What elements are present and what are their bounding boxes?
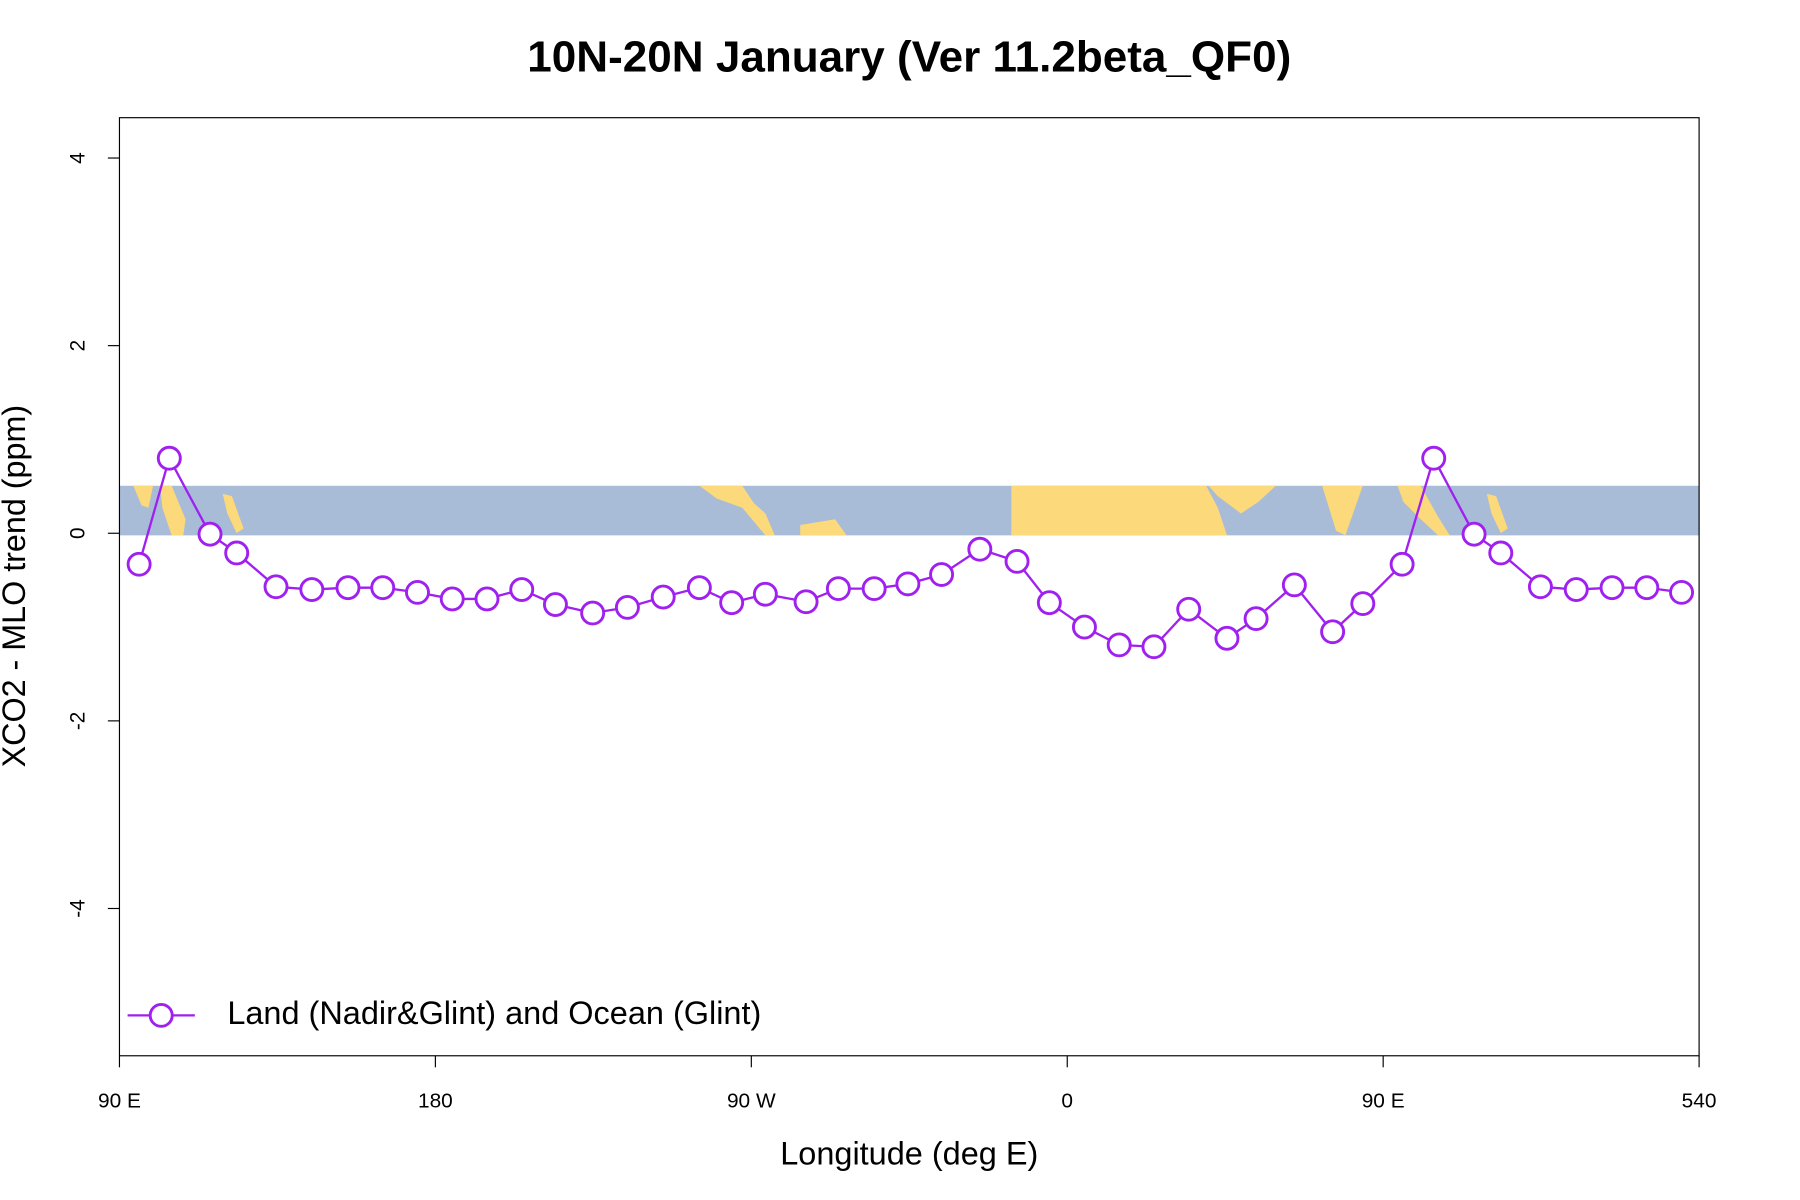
data-point — [299, 577, 325, 602]
data-point — [1004, 548, 1030, 574]
data-point — [197, 521, 223, 547]
data-point — [1389, 551, 1415, 577]
data-point — [1243, 606, 1269, 632]
data-point — [861, 576, 887, 602]
data-point — [967, 536, 993, 562]
x-tick-label: 180 — [418, 1089, 453, 1112]
data-point — [1599, 575, 1625, 601]
data-point — [1634, 575, 1660, 601]
data-point — [405, 579, 430, 605]
data-point — [439, 586, 465, 612]
data-point — [1669, 579, 1695, 605]
y-tick-label: -4 — [66, 899, 89, 917]
y-axis-label: XCO2 - MLO trend (ppm) — [0, 405, 32, 767]
data-point — [686, 575, 712, 601]
data-point — [793, 589, 819, 615]
data-point — [752, 581, 778, 607]
data-point — [156, 445, 182, 471]
legend-marker — [148, 1002, 174, 1028]
data-point — [1488, 540, 1514, 566]
y-tick-label: 0 — [66, 527, 89, 539]
data-point — [1563, 577, 1589, 602]
data-point — [719, 590, 745, 616]
data-point — [263, 574, 289, 600]
legend-label: Land (Nadir&Glint) and Ocean (Glint) — [227, 995, 761, 1031]
data-point — [1214, 625, 1240, 651]
data-point — [1320, 619, 1346, 645]
data-point — [1421, 445, 1447, 471]
chart-title: 10N-20N January (Ver 11.2beta_QF0) — [527, 33, 1291, 82]
data-point — [370, 575, 396, 601]
data-point — [1461, 521, 1487, 547]
data-point — [614, 594, 640, 620]
plot-frame — [118, 117, 1700, 1057]
data-point — [1281, 572, 1307, 598]
data-point — [126, 551, 152, 577]
data-point — [474, 586, 500, 612]
data-point — [542, 592, 568, 617]
x-tick-label: 90 E — [1362, 1089, 1405, 1112]
y-tick-label: -2 — [66, 712, 89, 730]
data-point — [1036, 590, 1062, 616]
data-point — [335, 575, 361, 601]
map-strip — [119, 485, 1700, 536]
x-axis-label: Longitude (deg E) — [780, 1136, 1038, 1172]
x-tick-label: 540 — [1682, 1089, 1717, 1112]
data-point — [580, 600, 606, 626]
data-point — [1350, 591, 1376, 617]
data-point — [929, 562, 955, 587]
x-tick-label: 90 W — [727, 1089, 776, 1112]
y-tick-label: 2 — [66, 340, 89, 352]
data-point — [895, 571, 921, 597]
data-point — [1176, 596, 1202, 622]
data-point — [509, 577, 535, 602]
data-point — [1141, 634, 1167, 660]
data-point — [1106, 632, 1132, 658]
data-point — [224, 540, 250, 566]
data-point — [1071, 614, 1097, 640]
x-tick-label: 90 E — [98, 1089, 141, 1112]
x-tick-label: 0 — [1061, 1089, 1073, 1112]
data-point — [1527, 574, 1553, 600]
y-tick-label: 4 — [66, 152, 89, 164]
data-point — [825, 576, 851, 602]
data-point — [650, 584, 676, 610]
